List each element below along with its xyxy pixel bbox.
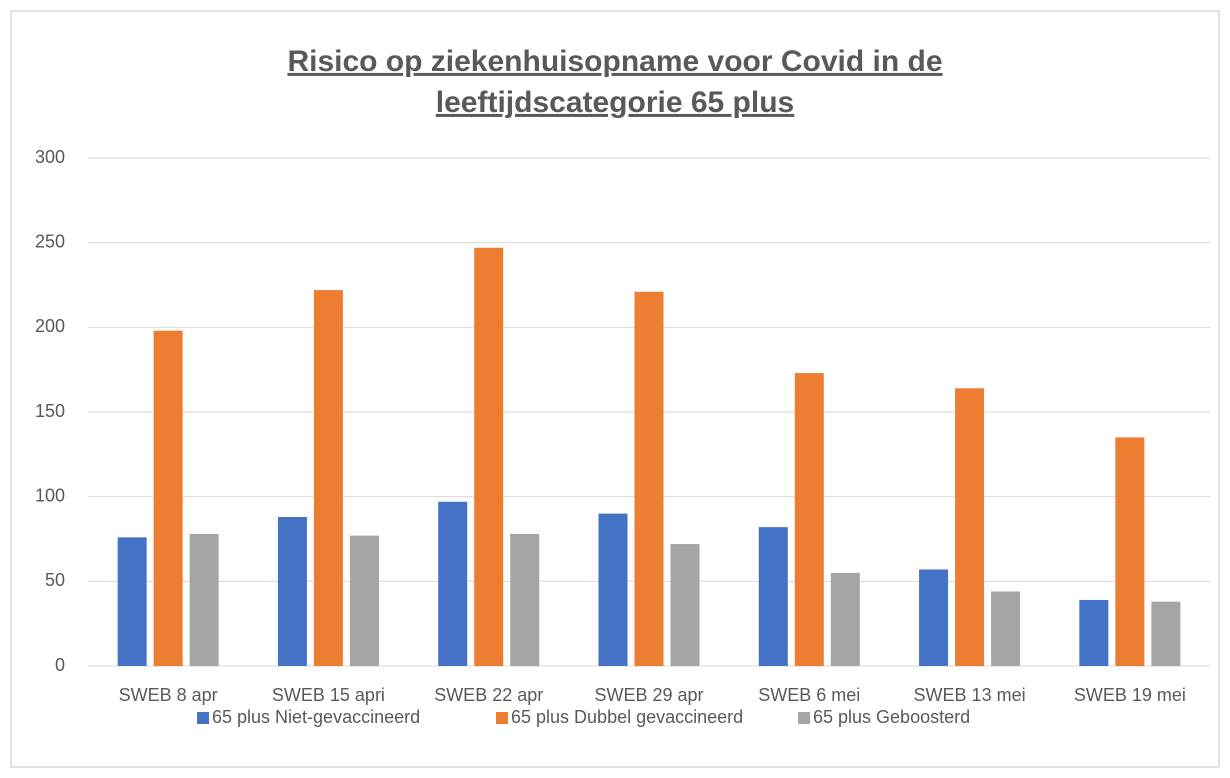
x-tick-label: SWEB 6 mei — [758, 685, 860, 705]
bar — [277, 516, 307, 666]
x-tick-label: SWEB 29 apr — [594, 685, 703, 705]
x-tick-label: SWEB 8 apr — [119, 685, 218, 705]
bar — [758, 527, 788, 666]
x-tick-label: SWEB 19 mei — [1074, 685, 1186, 705]
legend-swatch — [496, 712, 508, 724]
bar — [1151, 601, 1181, 666]
bar — [1115, 437, 1145, 666]
bar — [117, 537, 147, 666]
legend-label: 65 plus Dubbel gevaccineerd — [511, 707, 743, 727]
bar — [189, 533, 219, 666]
bar — [438, 501, 468, 666]
bar — [670, 544, 700, 666]
y-tick-label: 50 — [45, 570, 65, 590]
bar — [830, 572, 860, 666]
legend-label: 65 plus Niet-gevaccineerd — [212, 707, 420, 727]
bar — [634, 291, 664, 666]
y-tick-label: 300 — [35, 147, 65, 167]
y-tick-label: 250 — [35, 231, 65, 251]
bar — [991, 591, 1021, 666]
x-tick-label: SWEB 15 apri — [272, 685, 385, 705]
bar — [153, 330, 183, 666]
bar — [349, 535, 379, 666]
bar — [474, 247, 504, 666]
y-tick-label: 0 — [55, 655, 65, 675]
bar — [1079, 599, 1109, 666]
x-tick-label: SWEB 22 apr — [434, 685, 543, 705]
y-tick-label: 100 — [35, 485, 65, 505]
chart-title: Risico op ziekenhuisopname voor Covid in… — [287, 45, 942, 78]
y-tick-label: 150 — [35, 401, 65, 421]
legend-swatch — [197, 712, 209, 724]
bar — [598, 513, 628, 666]
y-tick-label: 200 — [35, 316, 65, 336]
legend-swatch — [798, 712, 810, 724]
chart-title: leeftijdscategorie 65 plus — [436, 86, 794, 119]
bar — [919, 569, 949, 666]
bar — [955, 388, 985, 666]
bar — [313, 290, 343, 666]
bar — [794, 373, 824, 666]
legend-label: 65 plus Geboosterd — [813, 707, 970, 727]
x-tick-label: SWEB 13 mei — [914, 685, 1026, 705]
bar — [510, 533, 540, 666]
